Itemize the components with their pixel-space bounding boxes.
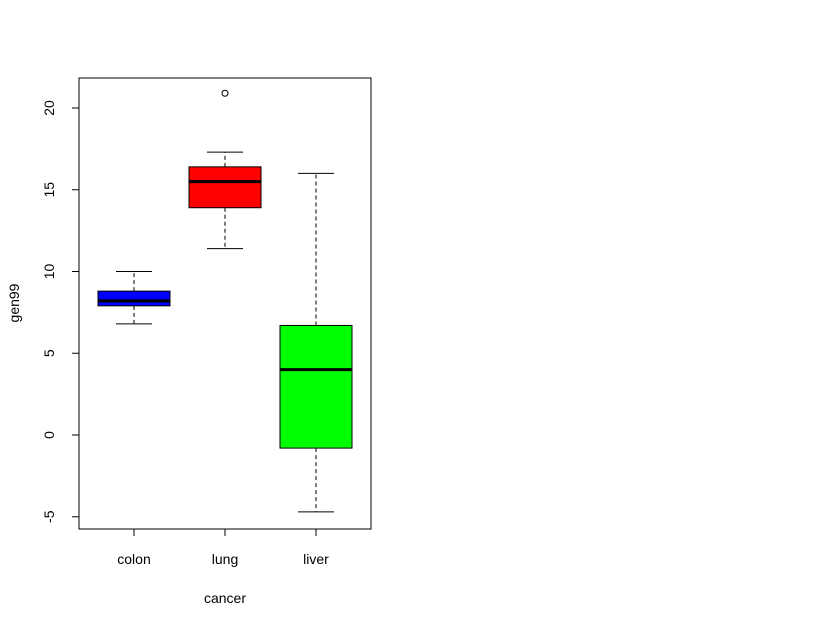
y-axis-label: gen99 [6, 283, 22, 322]
box-body [97, 290, 171, 307]
y-tick-label: -5 [41, 510, 57, 523]
y-tick-label: 10 [41, 264, 57, 280]
x-axis-label: cancer [204, 590, 246, 606]
y-tick-label: 5 [41, 349, 57, 357]
x-tick-label: liver [303, 551, 329, 567]
y-axis: -5 0 5 10 15 20 [41, 100, 80, 523]
box-group [97, 89, 353, 513]
box-body [188, 166, 262, 209]
x-tick-label: colon [117, 551, 150, 567]
box-body [279, 324, 353, 449]
box-liver [279, 172, 353, 513]
box-colon [97, 271, 171, 325]
box-lung [188, 89, 262, 250]
x-axis: colon lung liver [117, 528, 329, 567]
x-tick-label: lung [212, 551, 238, 567]
y-tick-label: 15 [41, 182, 57, 198]
y-tick-label: 0 [41, 431, 57, 439]
outlier-point [221, 89, 229, 97]
y-tick-label: 20 [41, 100, 57, 116]
